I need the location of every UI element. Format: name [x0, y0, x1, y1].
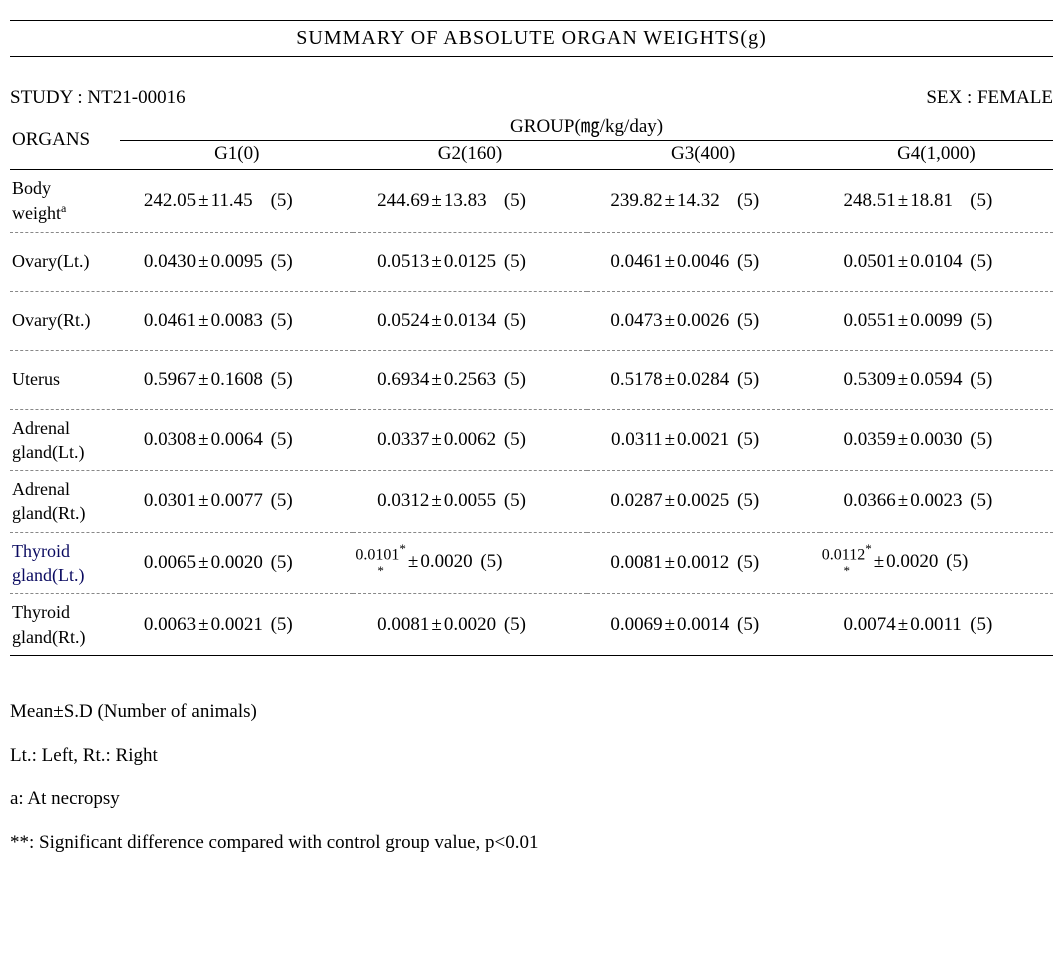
value-cell: 0.0065±0.0020(5) — [120, 532, 353, 594]
row-label: Uterus — [10, 350, 120, 409]
value-cell: 0.0308±0.0064(5) — [120, 409, 353, 471]
row-label: Ovary(Rt.) — [10, 291, 120, 350]
row-label: Adrenalgland(Rt.) — [10, 471, 120, 533]
table-row: Ovary(Rt.)0.0461±0.0083(5)0.0524±0.0134(… — [10, 291, 1053, 350]
value-cell: 0.0359±0.0030(5) — [820, 409, 1053, 471]
value-cell: 0.0081±0.0020(5) — [353, 594, 586, 656]
footnotes: Mean±S.D (Number of animals)Lt.: Left, R… — [10, 690, 1053, 865]
row-label: Bodyweighta — [10, 170, 120, 233]
value-cell: 0.0430±0.0095(5) — [120, 232, 353, 291]
value-cell: 0.0311±0.0021(5) — [587, 409, 820, 471]
footnote-line: Lt.: Left, Rt.: Right — [10, 734, 1053, 778]
page-title: SUMMARY OF ABSOLUTE ORGAN WEIGHTS(g) — [10, 20, 1053, 57]
value-cell: 0.0301±0.0077(5) — [120, 471, 353, 533]
organ-weights-table: ORGANS GROUP(㎎/kg/day) G1(0)G2(160)G3(40… — [10, 111, 1053, 656]
group-col-2: G3(400) — [587, 141, 820, 170]
value-cell: 0.0461±0.0083(5) — [120, 291, 353, 350]
meta-row: STUDY : NT21-00016 SEX : FEMALE — [10, 87, 1053, 109]
value-cell: 0.0287±0.0025(5) — [587, 471, 820, 533]
value-cell: 0.0501±0.0104(5) — [820, 232, 1053, 291]
value-cell: 0.5967±0.1608(5) — [120, 350, 353, 409]
sex-label: SEX : FEMALE — [926, 87, 1053, 109]
group-col-0: G1(0) — [120, 141, 353, 170]
value-cell: 0.0337±0.0062(5) — [353, 409, 586, 471]
value-cell: 0.0112**±0.0020(5) — [820, 532, 1053, 594]
row-label: Thyroidgland(Rt.) — [10, 594, 120, 656]
value-cell: 0.0312±0.0055(5) — [353, 471, 586, 533]
value-cell: 0.5309±0.0594(5) — [820, 350, 1053, 409]
table-row: Adrenalgland(Rt.)0.0301±0.0077(5)0.0312±… — [10, 471, 1053, 533]
table-row: Ovary(Lt.)0.0430±0.0095(5)0.0513±0.0125(… — [10, 232, 1053, 291]
row-label: Thyroidgland(Lt.) — [10, 532, 120, 594]
footnote-line: a: At necropsy — [10, 777, 1053, 821]
value-cell: 0.0551±0.0099(5) — [820, 291, 1053, 350]
table-row: Adrenalgland(Lt.)0.0308±0.0064(5)0.0337±… — [10, 409, 1053, 471]
row-label: Adrenalgland(Lt.) — [10, 409, 120, 471]
value-cell: 0.0101**±0.0020(5) — [353, 532, 586, 594]
value-cell: 244.69±13.83(5) — [353, 170, 586, 233]
value-cell: 239.82±14.32(5) — [587, 170, 820, 233]
table-row: Uterus0.5967±0.1608(5)0.6934±0.2563(5)0.… — [10, 350, 1053, 409]
value-cell: 242.05±11.45(5) — [120, 170, 353, 233]
value-cell: 0.0366±0.0023(5) — [820, 471, 1053, 533]
value-cell: 0.0063±0.0021(5) — [120, 594, 353, 656]
value-cell: 0.0524±0.0134(5) — [353, 291, 586, 350]
footnote-line: Mean±S.D (Number of animals) — [10, 690, 1053, 734]
footnote-line: **: Significant difference compared with… — [10, 821, 1053, 865]
value-cell: 0.0513±0.0125(5) — [353, 232, 586, 291]
value-cell: 0.0081±0.0012(5) — [587, 532, 820, 594]
value-cell: 0.0069±0.0014(5) — [587, 594, 820, 656]
value-cell: 0.0461±0.0046(5) — [587, 232, 820, 291]
value-cell: 0.5178±0.0284(5) — [587, 350, 820, 409]
table-row: Bodyweighta242.05±11.45(5)244.69±13.83(5… — [10, 170, 1053, 233]
row-label: Ovary(Lt.) — [10, 232, 120, 291]
value-cell: 248.51±18.81(5) — [820, 170, 1053, 233]
value-cell: 0.6934±0.2563(5) — [353, 350, 586, 409]
group-col-1: G2(160) — [353, 141, 586, 170]
group-header: GROUP(㎎/kg/day) — [120, 111, 1053, 141]
study-label: STUDY : NT21-00016 — [10, 87, 186, 109]
table-row: Thyroidgland(Lt.)0.0065±0.0020(5)0.0101*… — [10, 532, 1053, 594]
group-col-3: G4(1,000) — [820, 141, 1053, 170]
table-row: Thyroidgland(Rt.)0.0063±0.0021(5)0.0081±… — [10, 594, 1053, 656]
value-cell: 0.0473±0.0026(5) — [587, 291, 820, 350]
organs-header: ORGANS — [10, 111, 120, 170]
value-cell: 0.0074±0.0011(5) — [820, 594, 1053, 656]
